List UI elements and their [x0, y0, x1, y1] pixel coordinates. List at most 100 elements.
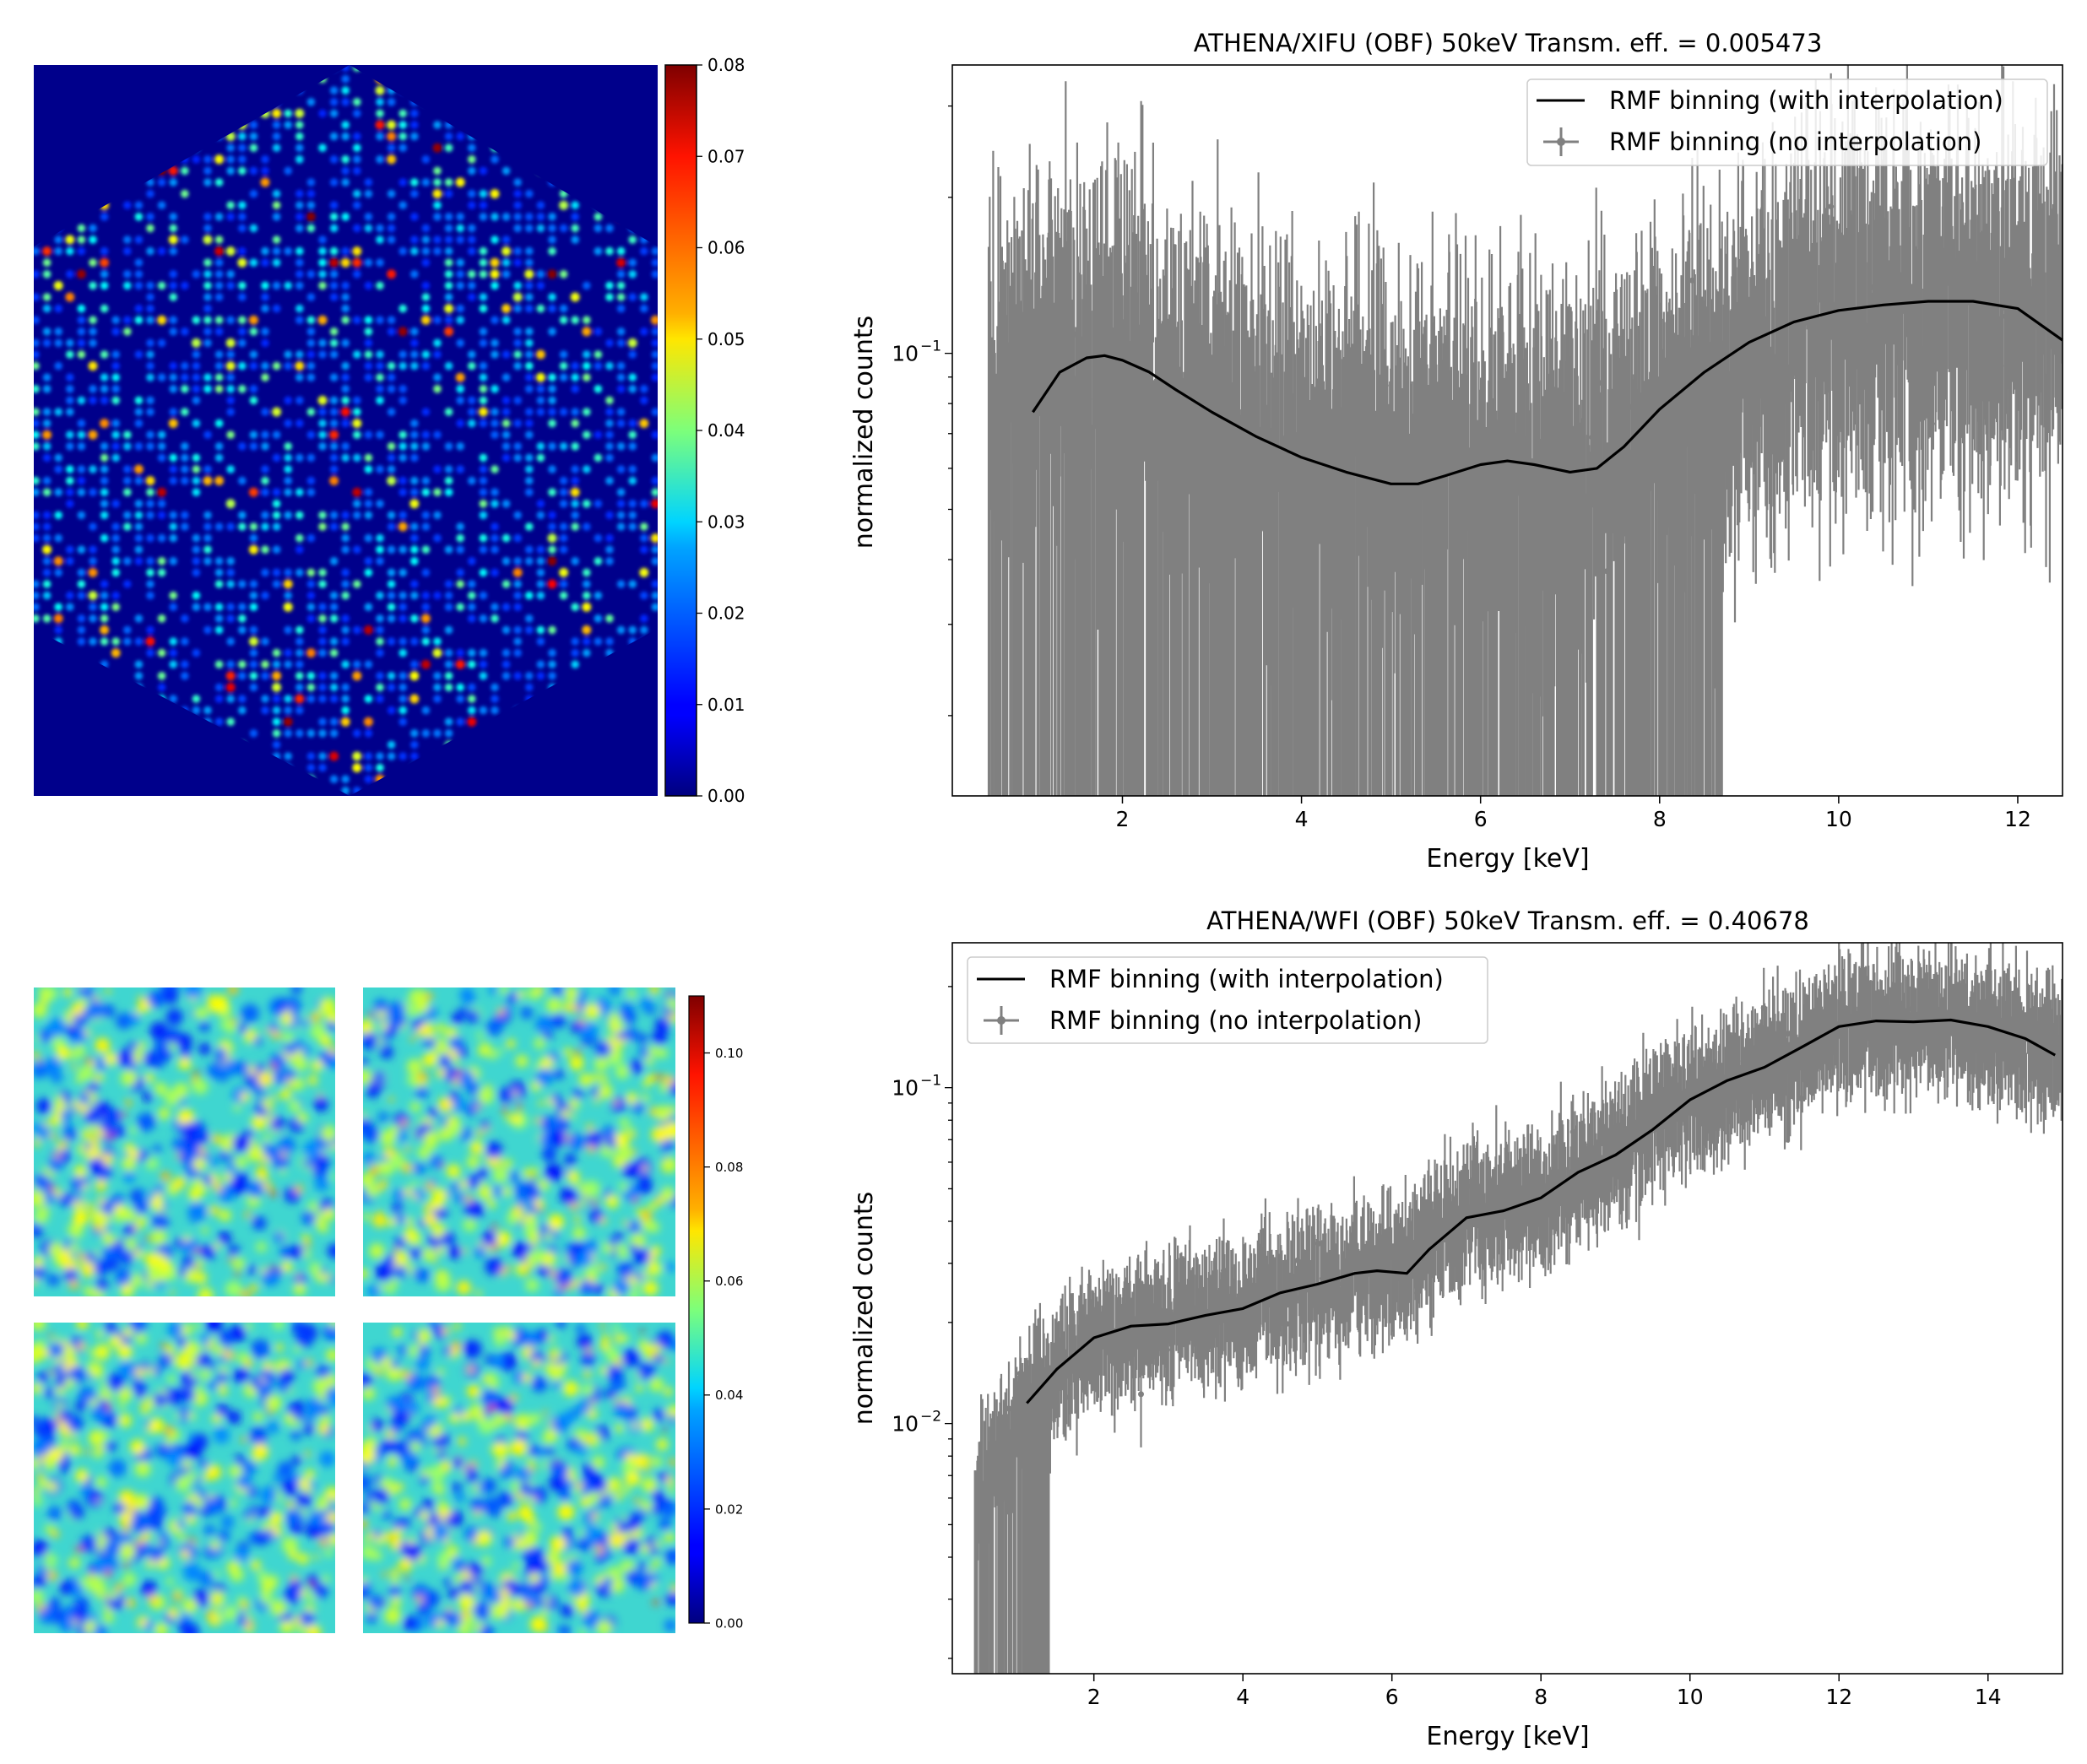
xifu-pixel	[376, 545, 384, 554]
xifu-pixel	[410, 442, 419, 451]
xifu-pixel	[77, 327, 86, 336]
wfi-pixel-blob	[125, 1099, 133, 1107]
wfi-pixel-blob	[248, 1068, 257, 1076]
xifu-pixel	[512, 292, 523, 302]
xifu-pixel	[341, 545, 350, 554]
xifu-pixel	[249, 121, 258, 129]
wfi-pixel-blob	[569, 1056, 584, 1070]
xifu-pixel	[329, 614, 339, 623]
xifu-pixel	[100, 350, 109, 359]
wfi-pixel-blob	[237, 1024, 248, 1034]
xifu-pixel	[571, 648, 579, 657]
xifu-pixel	[398, 717, 408, 726]
xifu-pixel	[192, 557, 201, 565]
xifu-pixel	[479, 465, 488, 473]
wfi-pixel-blob	[68, 1279, 79, 1290]
xifu-pixel	[272, 246, 281, 256]
wfi-pixel-blob	[475, 1291, 482, 1296]
wfi-pixel-blob	[605, 1137, 617, 1149]
xifu-pixel	[628, 258, 637, 268]
xifu-pixel	[169, 557, 177, 565]
wfi-pixel-blob	[182, 1255, 195, 1268]
xifu-pixel	[329, 109, 339, 118]
wfi-pixel-blob	[105, 1571, 111, 1577]
xifu-pixel	[525, 614, 534, 623]
wfi-pixel-blob	[78, 1342, 87, 1351]
wfi-pixel-blob	[138, 1042, 146, 1049]
xifu-pixel	[398, 178, 408, 187]
xifu-pixel	[89, 316, 97, 325]
xifu-pixel	[272, 189, 281, 198]
xifu-pixel	[594, 637, 603, 646]
xifu-pixel	[456, 270, 464, 279]
xifu-pixel	[376, 396, 384, 405]
xifu-pixel	[513, 419, 522, 428]
xifu-pixel	[398, 672, 408, 680]
wfi-pixel-blob	[199, 1244, 215, 1261]
xifu-pixel	[295, 246, 304, 256]
xifu-pixel	[353, 109, 361, 118]
xifu-pixel	[536, 557, 545, 565]
wfi-pixel-blob	[180, 1047, 192, 1059]
wfi-pixel-blob	[659, 1082, 669, 1093]
wfi-pixel-blob	[96, 1330, 104, 1338]
wfi-pixel-blob	[280, 1013, 293, 1025]
xifu-pixel	[123, 465, 132, 473]
xifu-pixel	[203, 166, 212, 176]
xifu-pixel	[525, 591, 534, 600]
xifu-pixel	[100, 453, 109, 463]
xifu-spectrum-chart: ATHENA/XIFU (OBF) 50keV Transm. eff. = 0…	[849, 29, 2063, 874]
wfi-pixel-blob	[376, 1210, 384, 1218]
xifu-pixel	[34, 614, 40, 623]
wfi-pixel-blob	[118, 1414, 132, 1427]
xifu-pixel	[295, 729, 304, 738]
xifu-pixel	[479, 660, 488, 668]
wfi-pixel-blob	[192, 1385, 203, 1396]
wfi-pixel-blob	[192, 1177, 205, 1192]
xifu-pixel	[318, 430, 327, 439]
wfi-pixel-blob	[79, 988, 94, 999]
xifu-pixel	[146, 373, 154, 382]
wfi-pixel-blob	[329, 1046, 335, 1055]
wfi-pixel-blob	[265, 1028, 271, 1034]
wfi-pixel-blob	[135, 1332, 147, 1345]
wfi-pixel-blob	[619, 1117, 630, 1128]
wfi-pixel-blob	[322, 1575, 330, 1583]
xifu-pixel	[261, 293, 269, 301]
xifu-pixel	[341, 637, 350, 646]
wfi-pixel-blob	[149, 1021, 168, 1041]
xifu-legend: RMF binning (with interpolation) RMF bin…	[1526, 78, 2048, 166]
xifu-pixel	[353, 396, 361, 405]
wfi-pixel-blob	[613, 1279, 631, 1296]
xifu-pixel	[364, 488, 373, 496]
xifu-pixel	[181, 166, 189, 176]
xifu-pixel	[583, 361, 591, 371]
xifu-pixel	[181, 385, 189, 393]
xifu-pixel	[651, 591, 658, 600]
xifu-pixel	[318, 350, 327, 359]
wfi-pixel-blob	[273, 1323, 285, 1330]
xifu-pixel	[34, 476, 40, 485]
wfi-pixel-blob	[249, 1284, 258, 1292]
xifu-pixel	[238, 316, 247, 325]
wfi-pixel-blob	[588, 1134, 600, 1146]
xifu-x-tick-label: 2	[1116, 807, 1130, 831]
xifu-colorbar-tick-label: 0.02	[707, 603, 745, 624]
wfi-pixel-blob	[642, 1080, 650, 1088]
wfi-pixel-blob	[593, 1283, 604, 1295]
wfi-pixel-blob	[90, 1139, 100, 1149]
xifu-pixel	[513, 533, 522, 543]
xifu-pixel	[261, 304, 269, 313]
wfi-pixel-blob	[192, 1361, 198, 1366]
xifu-pixel	[192, 488, 201, 496]
wfi-pixel-blob	[270, 1599, 287, 1616]
xifu-pixel	[306, 614, 316, 623]
xifu-pixel	[284, 591, 293, 600]
xifu-pixel	[559, 500, 568, 508]
wfi-pixel-blob	[647, 1263, 659, 1274]
xifu-pixel	[238, 224, 247, 233]
xifu-pixel	[261, 568, 269, 577]
wfi-pixel-blob	[260, 1506, 272, 1517]
xifu-pixel	[329, 465, 339, 473]
wfi-pixel-blob	[578, 1199, 588, 1209]
